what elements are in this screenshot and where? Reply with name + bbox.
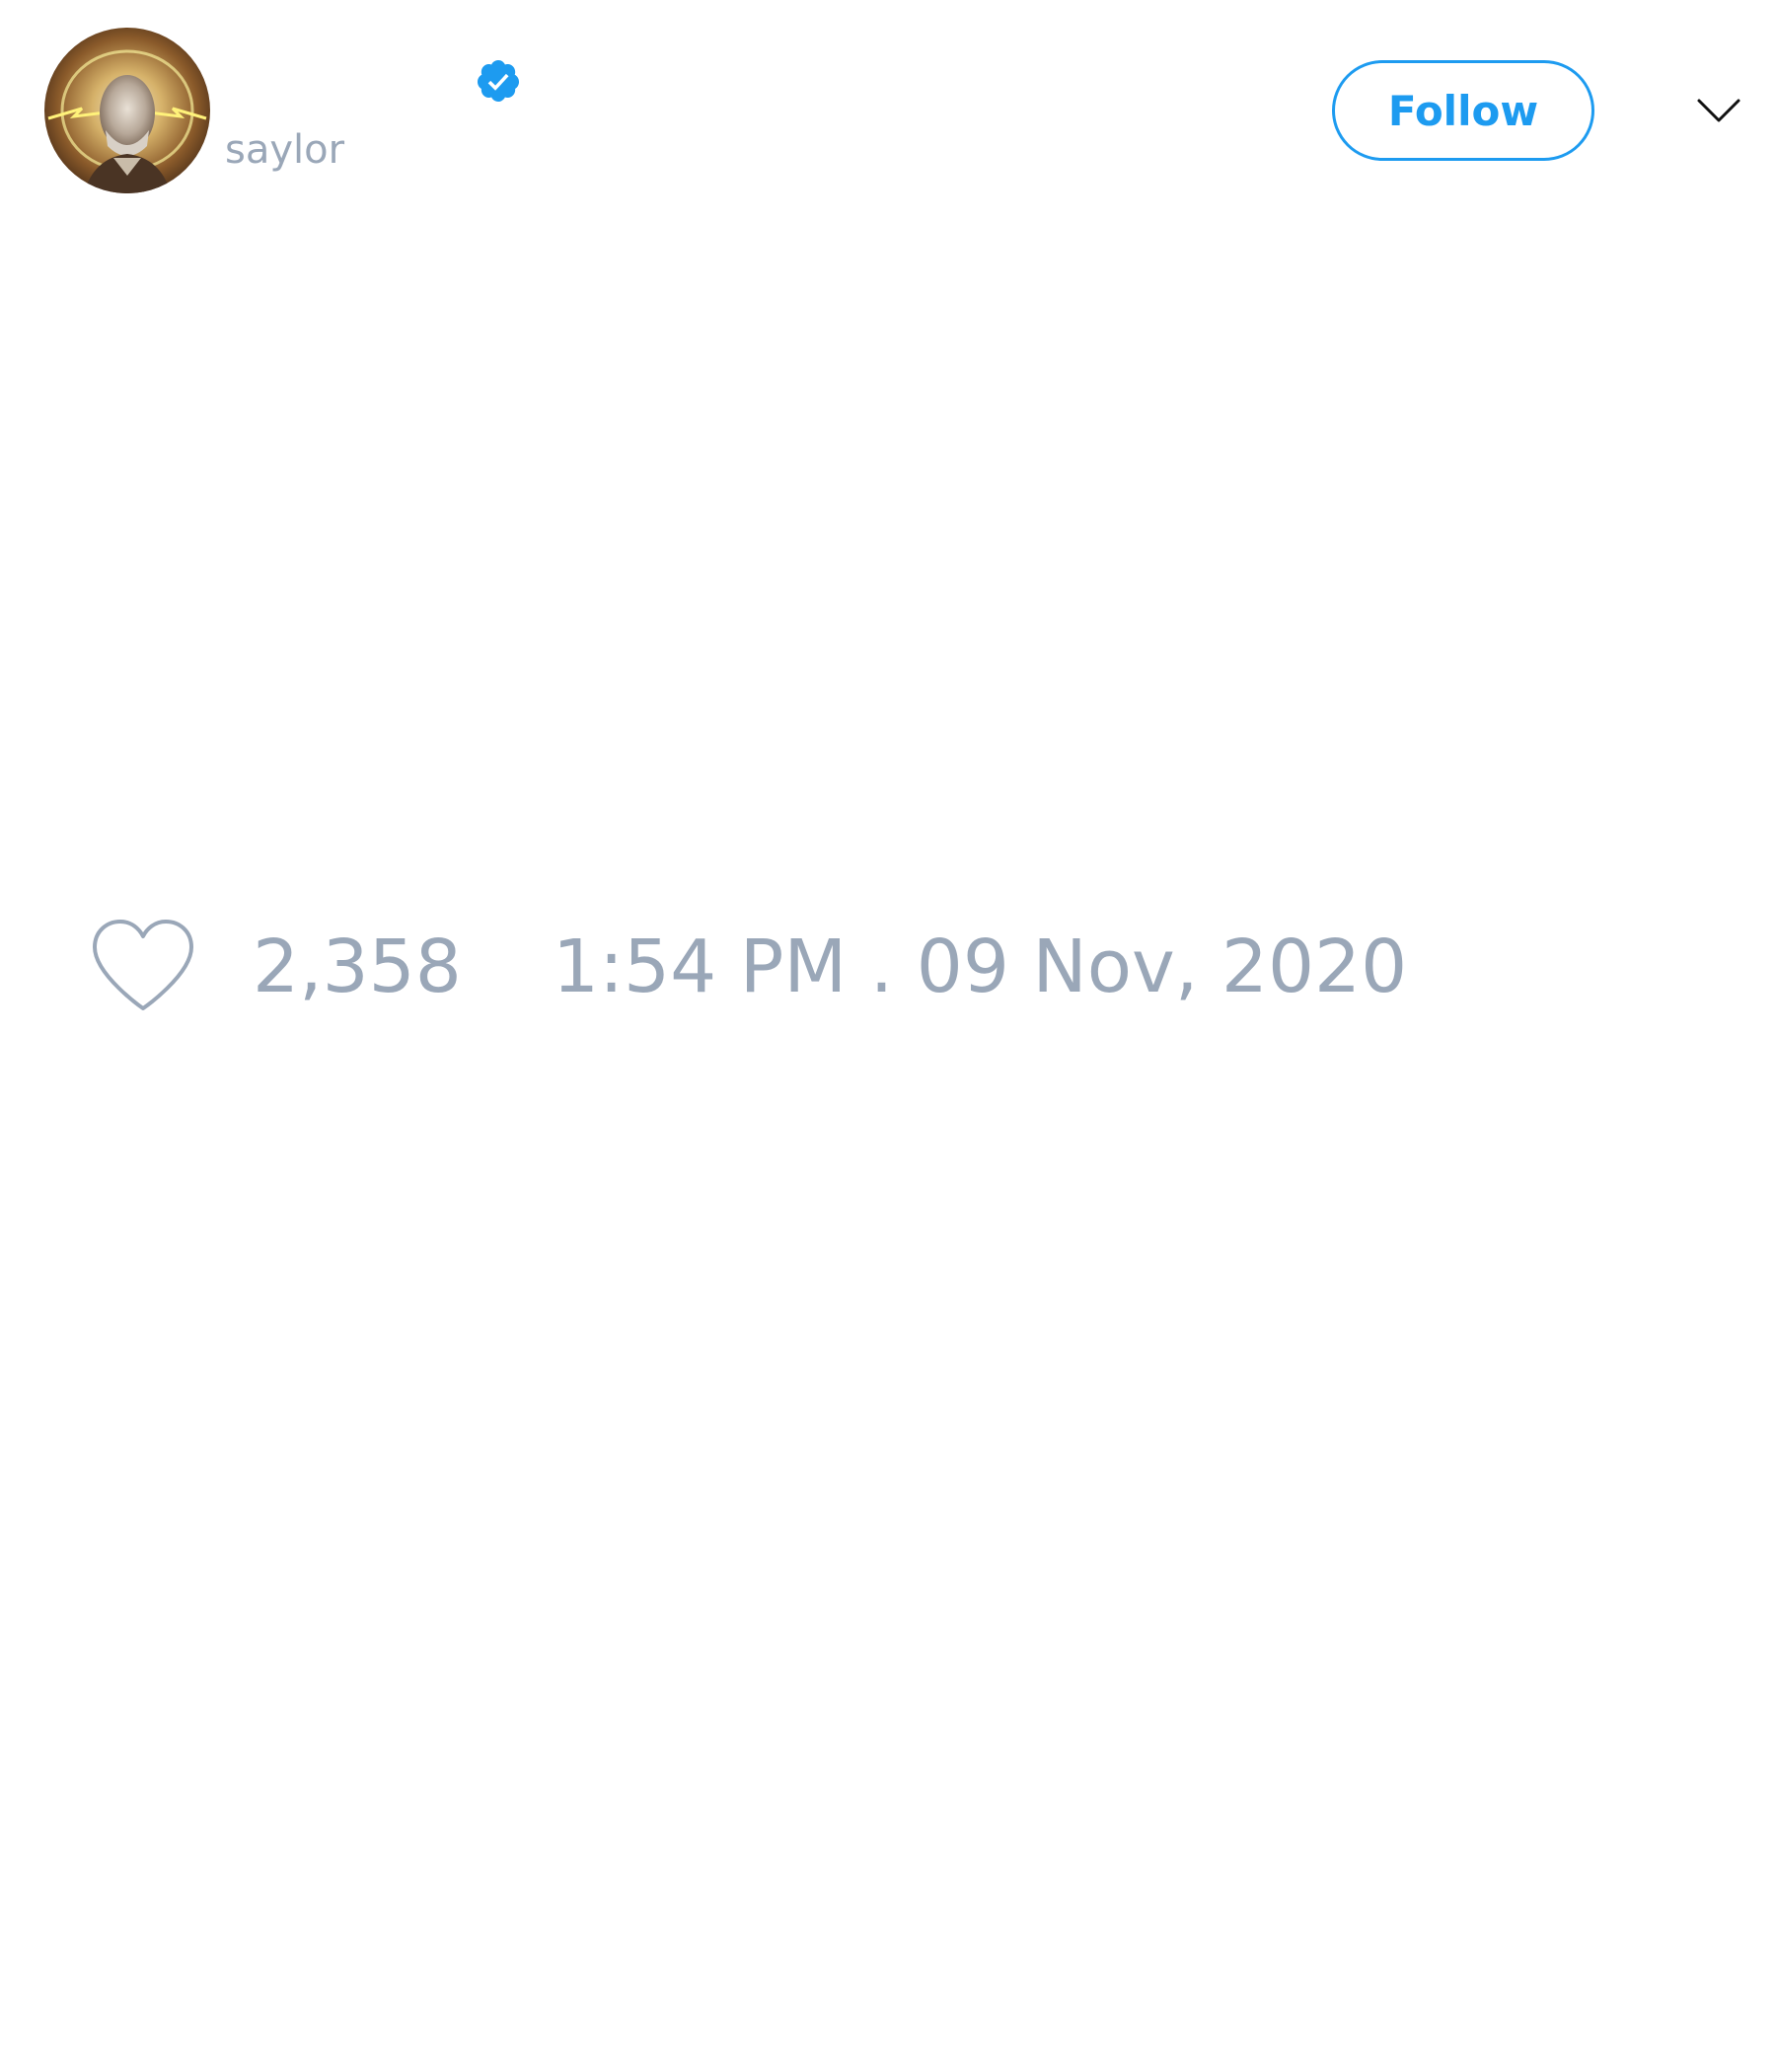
verified-badge-icon [477,60,519,102]
tweet-timestamp[interactable]: 1:54 PM . 09 Nov, 2020 [553,925,1408,1009]
heart-icon[interactable] [89,918,197,1016]
like-count: 2,358 [253,925,462,1009]
author-handle[interactable]: saylor [225,127,345,173]
chevron-down-icon[interactable] [1695,91,1742,130]
follow-button[interactable]: Follow [1332,60,1594,161]
avatar[interactable] [44,28,210,193]
avatar-image [44,28,210,193]
